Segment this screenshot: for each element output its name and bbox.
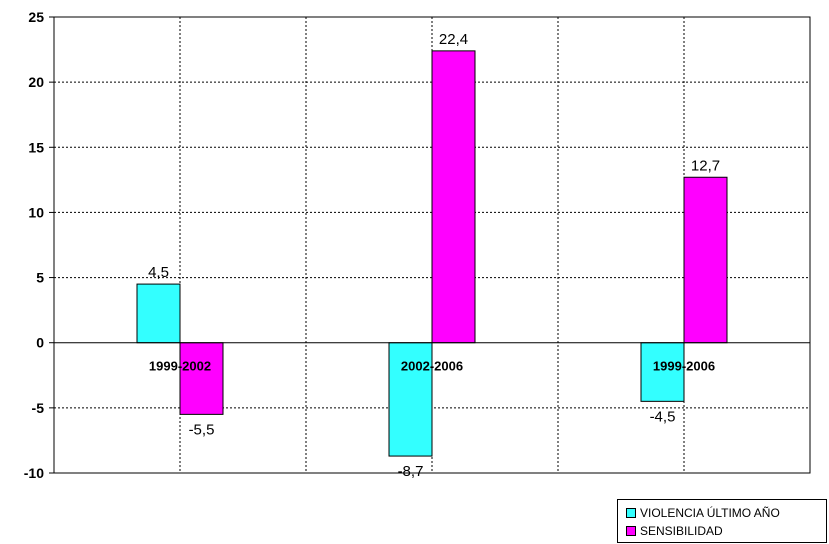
y-tick-label: 25	[28, 9, 44, 25]
legend: VIOLENCIA ÚLTIMO AÑO SENSIBILIDAD	[617, 499, 827, 543]
category-label: 1999-2006	[653, 359, 715, 374]
data-label: 22,4	[439, 31, 468, 48]
bar-sensibilidad-1	[431, 50, 476, 344]
legend-label-sensibilidad: SENSIBILIDAD	[640, 524, 723, 538]
category-labels: 1999-2002 2002-2006 1999-2006	[149, 359, 715, 374]
bar-violencia-0	[136, 283, 181, 344]
bar-violencia-1	[388, 342, 433, 457]
bar-sensibilidad-2	[683, 176, 728, 344]
y-tick-label: 10	[28, 204, 44, 220]
data-label: 4,5	[148, 264, 169, 281]
category-label: 2002-2006	[401, 359, 463, 374]
legend-label-violencia: VIOLENCIA ÚLTIMO AÑO	[640, 506, 780, 520]
bar-violencia-2	[640, 342, 685, 402]
data-label: -4,5	[650, 408, 676, 425]
data-labels: 4,5 -5,5 -8,7 22,4 -4,5 12,7	[148, 31, 720, 480]
category-label: 1999-2002	[149, 359, 211, 374]
y-tick-label: 0	[36, 335, 44, 351]
bar-sensibilidad-0	[179, 342, 224, 415]
y-tick-label: 20	[28, 74, 44, 90]
legend-swatch-sensibilidad	[626, 526, 636, 536]
y-tick-label: 15	[28, 139, 44, 155]
data-label: -5,5	[189, 421, 215, 438]
y-axis-ticks: 25 20 15 10 5 0 -5 -10	[24, 9, 54, 481]
y-tick-label: -5	[32, 400, 45, 416]
legend-item-violencia: VIOLENCIA ÚLTIMO AÑO	[626, 504, 826, 522]
plot-frame	[53, 16, 811, 474]
data-label: -8,7	[398, 463, 424, 480]
data-label: 12,7	[691, 157, 720, 174]
legend-swatch-violencia	[626, 508, 636, 518]
bars	[136, 50, 728, 457]
y-tick-label: 5	[36, 270, 44, 286]
legend-item-sensibilidad: SENSIBILIDAD	[626, 522, 826, 540]
y-tick-label: -10	[24, 465, 44, 481]
